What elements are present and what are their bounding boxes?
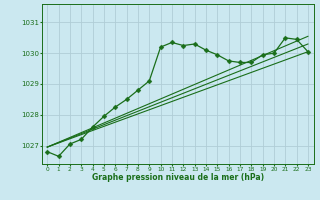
X-axis label: Graphe pression niveau de la mer (hPa): Graphe pression niveau de la mer (hPa) <box>92 173 264 182</box>
